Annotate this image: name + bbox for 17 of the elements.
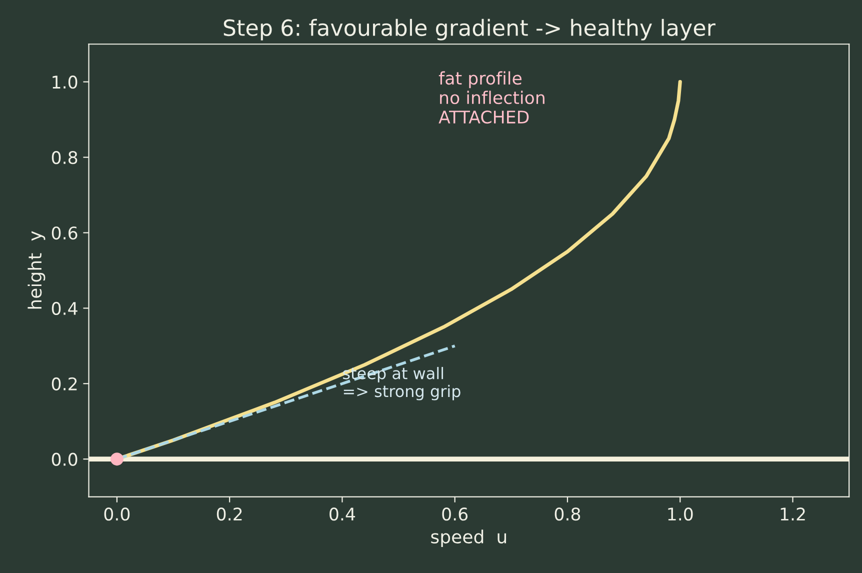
y-tick-label: 0.0 (52, 452, 78, 466)
annotation: fat profile no inflection ATTACHED (438, 71, 544, 124)
y-tick-label: 0.8 (52, 151, 78, 164)
x-tick-label: 0.4 (330, 508, 356, 521)
x-tick-label: 0.8 (554, 508, 580, 521)
y-tick-label: 1.0 (52, 76, 78, 89)
x-tick-label: 0.0 (104, 508, 130, 521)
x-tick-label: 1.0 (668, 508, 693, 521)
x-axis-title: speed u (431, 530, 506, 548)
x-tick-label: 0.2 (216, 508, 242, 521)
y-tick-label: 0.2 (52, 377, 77, 390)
x-tick-label: 0.6 (442, 508, 468, 521)
chart-title: Step 6: favourable gradient -> healthy layer (224, 18, 716, 40)
y-axis-title: height y (28, 231, 46, 309)
y-tick-label: 0.4 (52, 302, 78, 316)
x-tick-label: 1.2 (780, 508, 805, 520)
y-tick-label: 0.6 (52, 226, 78, 240)
